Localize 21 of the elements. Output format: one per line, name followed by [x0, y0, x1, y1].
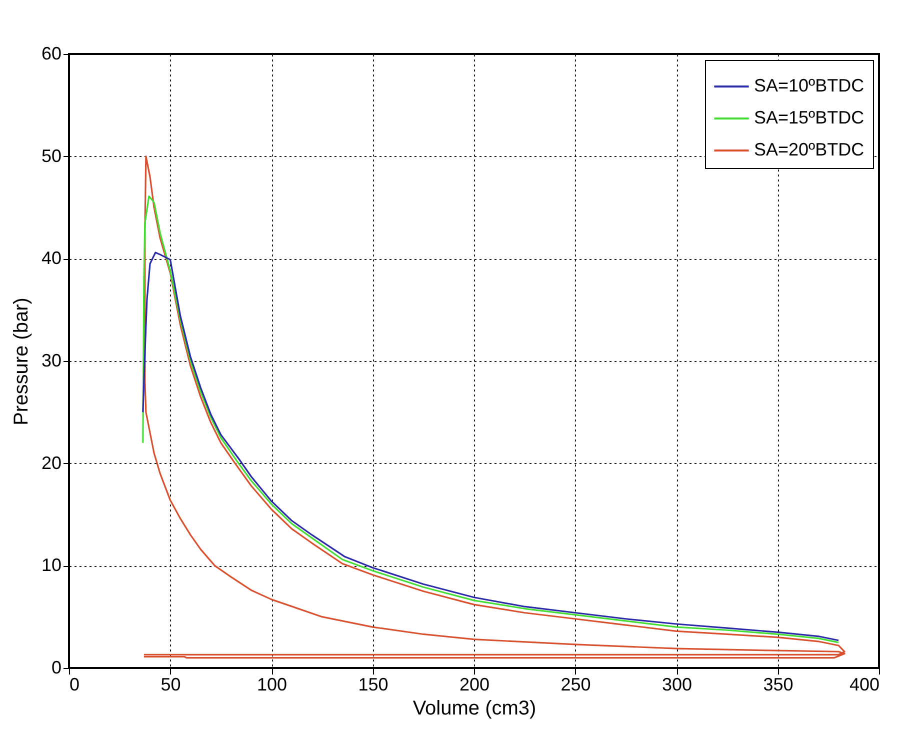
x-tick-label: 200	[459, 674, 490, 694]
x-tick-label: 50	[160, 674, 181, 694]
y-tick-label: 10	[41, 555, 62, 576]
x-tick-label: 350	[763, 674, 794, 694]
y-tick-label: 30	[41, 350, 62, 370]
x-tick-label: 300	[662, 674, 692, 694]
x-axis-title: Volume (cm3)	[412, 698, 536, 720]
y-tick-label: 0	[51, 658, 62, 678]
y-tick-label: 20	[41, 452, 62, 473]
legend-label: SA=10ºBTDC	[754, 76, 864, 96]
x-tick-label: 400	[849, 674, 880, 694]
legend-label: SA=15ºBTDC	[754, 108, 864, 128]
x-tick-label: 150	[358, 674, 388, 694]
y-tick-label: 40	[41, 248, 62, 268]
legend-label: SA=20ºBTDC	[754, 140, 864, 160]
y-tick-label: 50	[41, 146, 62, 166]
y-axis-title: Pressure (bar)	[10, 298, 32, 426]
x-tick-label: 100	[256, 674, 288, 694]
x-tick-label: 250	[560, 674, 591, 694]
x-tick-label: 0	[70, 674, 80, 694]
y-tick-label: 60	[41, 44, 62, 64]
